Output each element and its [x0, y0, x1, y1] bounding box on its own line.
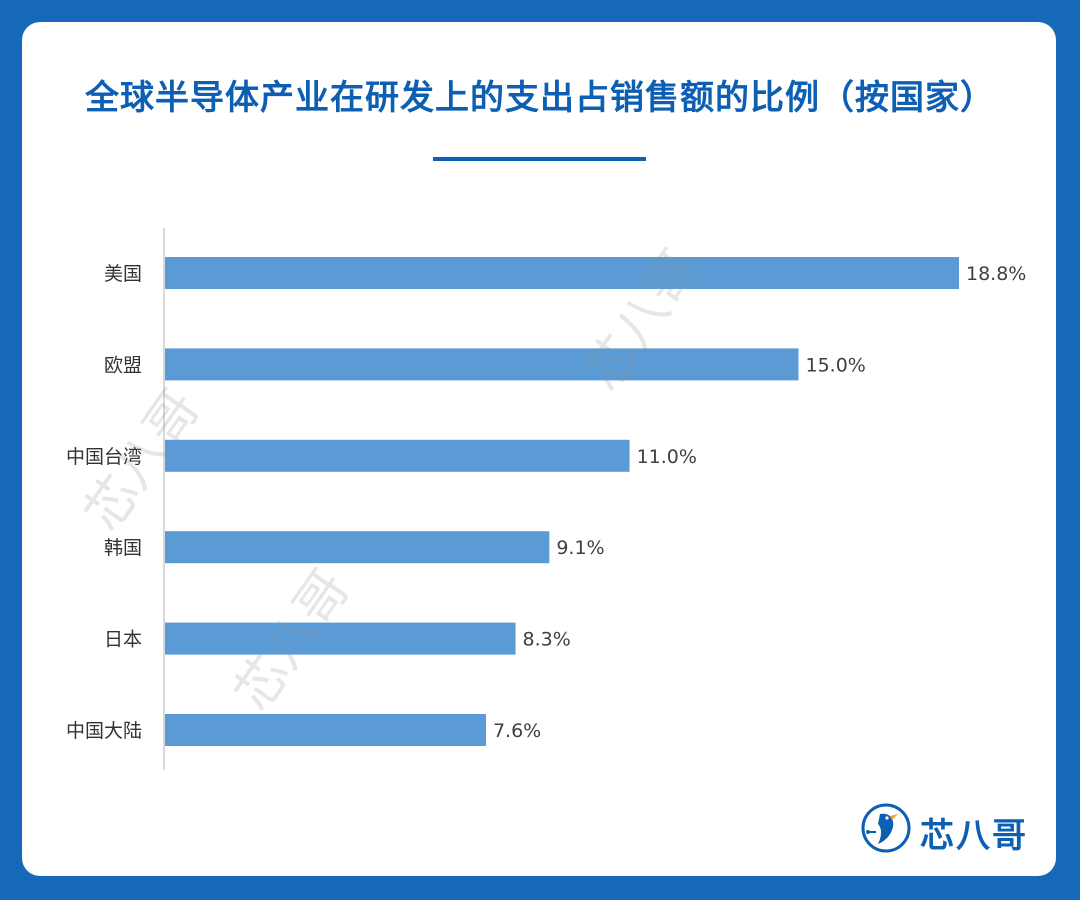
bar	[165, 348, 799, 381]
data-label: 8.3%	[523, 629, 571, 651]
bar	[165, 439, 630, 472]
bar	[165, 622, 516, 655]
data-label: 7.6%	[493, 720, 541, 742]
chart-title: 全球半导体产业在研发上的支出占销售额的比例（按国家）	[85, 78, 995, 118]
data-label: 18.8%	[966, 263, 1026, 285]
category-label: 韩国	[104, 537, 142, 559]
data-label: 11.0%	[637, 446, 697, 468]
bar	[165, 257, 959, 289]
data-label: 15.0%	[806, 354, 866, 376]
data-label: 9.1%	[556, 537, 604, 559]
category-label: 中国大陆	[66, 720, 142, 742]
bar	[165, 531, 550, 564]
bird-logo-icon	[861, 803, 911, 853]
category-label: 日本	[104, 629, 142, 651]
brand-logo-block: 芯八哥	[860, 802, 1040, 862]
bar	[165, 714, 486, 746]
category-label: 美国	[104, 263, 142, 285]
title-underline	[433, 157, 646, 161]
category-label: 欧盟	[104, 354, 142, 376]
brand-name: 芯八哥	[920, 816, 1028, 856]
category-label: 中国台湾	[66, 446, 142, 468]
